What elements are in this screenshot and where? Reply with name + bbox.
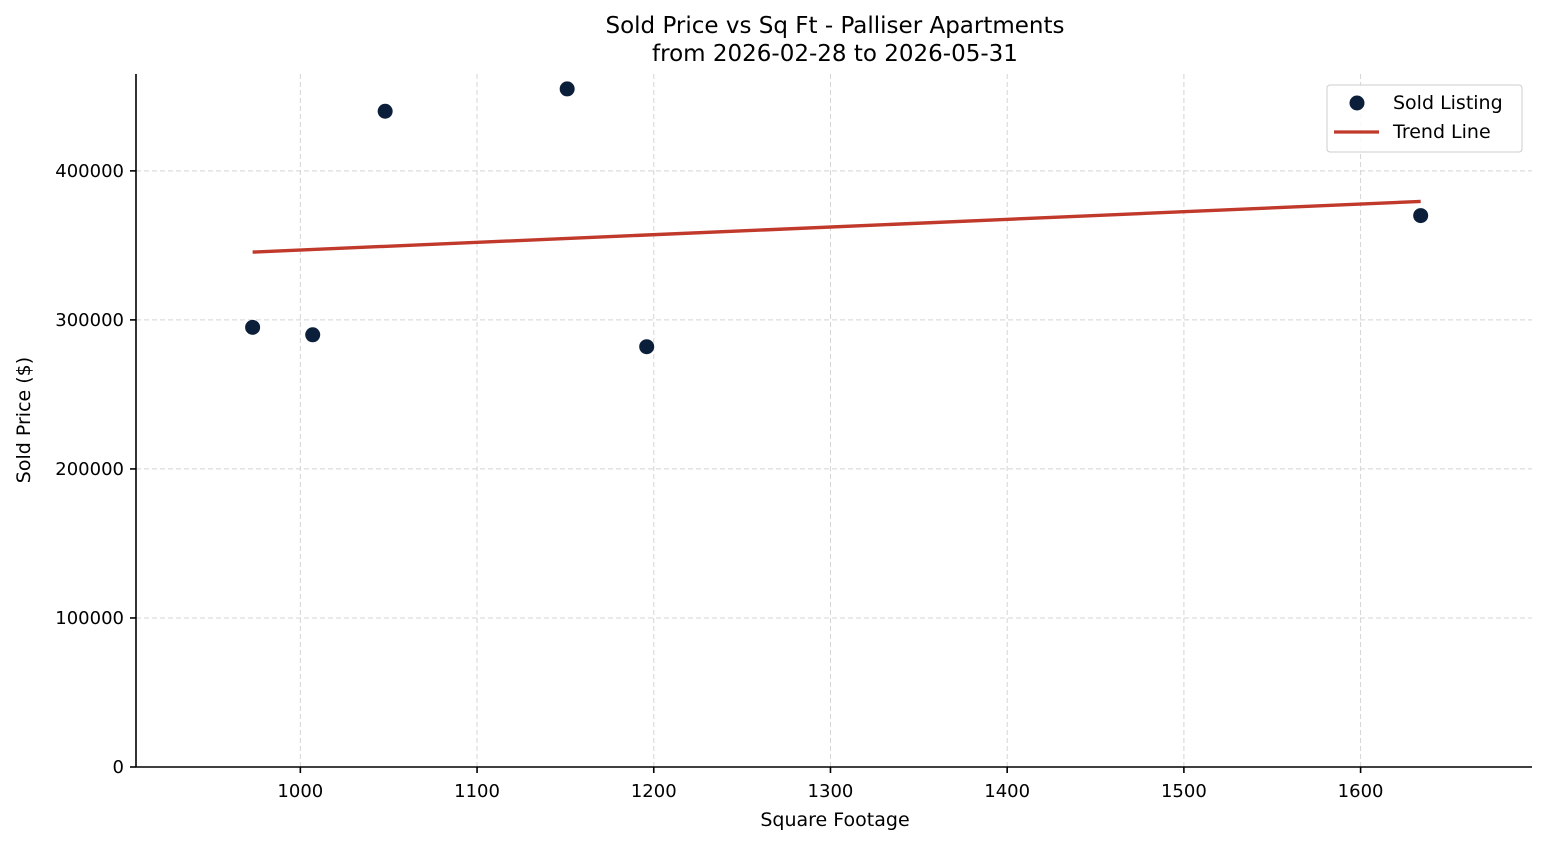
- data-point: [639, 339, 655, 355]
- y-axis-label: Sold Price ($): [13, 357, 35, 483]
- x-tick-label: 1500: [1161, 781, 1207, 802]
- x-tick-label: 1300: [808, 781, 854, 802]
- y-tick-label: 300000: [55, 310, 124, 331]
- x-tick-label: 1400: [984, 781, 1030, 802]
- data-point: [559, 81, 575, 97]
- grid: [136, 74, 1532, 767]
- data-point: [1413, 208, 1429, 224]
- x-tick-label: 1200: [631, 781, 677, 802]
- data-point: [305, 327, 321, 343]
- legend: Sold Listing Trend Line: [1326, 84, 1523, 153]
- x-tick-label: 1100: [454, 781, 500, 802]
- y-tick-label: 200000: [55, 459, 124, 480]
- points-layer: [245, 81, 1429, 355]
- y-tick-label: 100000: [55, 608, 124, 629]
- legend-marker-sold-listing: [1349, 95, 1365, 111]
- tick-labels: 1000 1100 1200 1300 1400 1500 1600 0 100000 20000…: [55, 161, 1383, 802]
- data-point: [245, 319, 261, 335]
- x-tick-label: 1600: [1338, 781, 1384, 802]
- trend-line-layer: [252, 199, 1421, 254]
- chart-subtitle: from 2026-02-28 to 2026-05-31: [652, 41, 1018, 67]
- x-axis-label: Square Footage: [760, 809, 909, 831]
- x-tick-label: 1000: [277, 781, 323, 802]
- y-tick-label: 400000: [55, 161, 124, 182]
- y-tick-label: 0: [113, 757, 124, 778]
- chart-title: Sold Price vs Sq Ft - Palliser Apartment…: [605, 13, 1064, 39]
- data-point: [377, 103, 393, 119]
- legend-box: [1326, 84, 1523, 153]
- axes: [135, 74, 1532, 768]
- trend-line: [252, 199, 1421, 254]
- legend-label-sold-listing: Sold Listing: [1393, 92, 1503, 114]
- legend-label-trend-line: Trend Line: [1392, 121, 1491, 143]
